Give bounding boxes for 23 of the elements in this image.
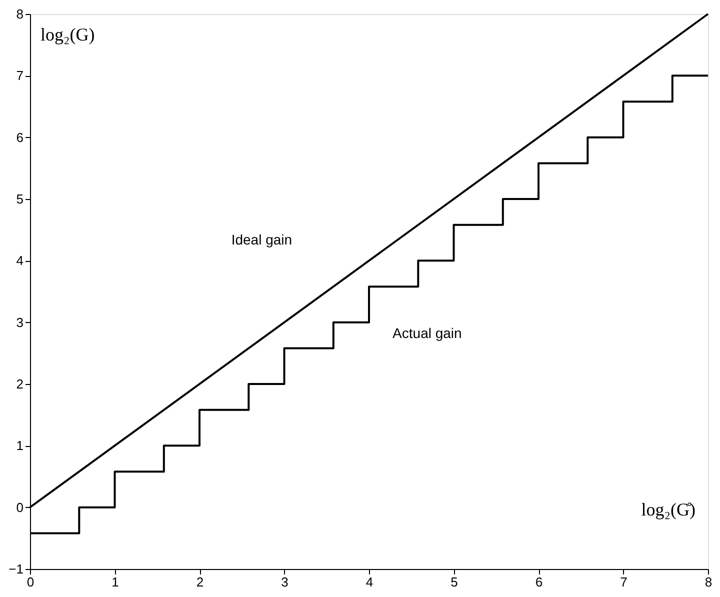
annotation: Actual gain [392,325,462,342]
annotation: Ideal gain [231,231,292,248]
y-tick-label: 7 [16,68,24,84]
y-tick-label: 8 [16,6,24,22]
x-tick-label: 3 [281,574,288,590]
x-tick-label: 0 [26,574,34,590]
y-tick-label: 6 [16,130,24,145]
x-tick-label: 5 [450,574,458,590]
x-tick-label: 8 [704,574,712,590]
y-tick-label: 0 [16,500,24,515]
y-tick-label: 4 [16,253,24,268]
y-tick-label: −1 [8,562,24,576]
x-tick-label: 2 [196,574,204,590]
y-axis-title: log₂(G) [40,24,95,44]
x-tick-label: 6 [535,574,543,590]
y-tick-label: 1 [16,438,24,454]
x-tick-label: 4 [366,574,374,590]
x-tick-label: 1 [112,574,119,590]
y-tick-label: 2 [16,376,24,392]
y-tick-label: 5 [16,192,24,206]
x-axis-title: log₂(G̊) [641,500,696,520]
x-tick-label: 7 [620,574,628,590]
y-tick-label: 3 [16,314,24,330]
